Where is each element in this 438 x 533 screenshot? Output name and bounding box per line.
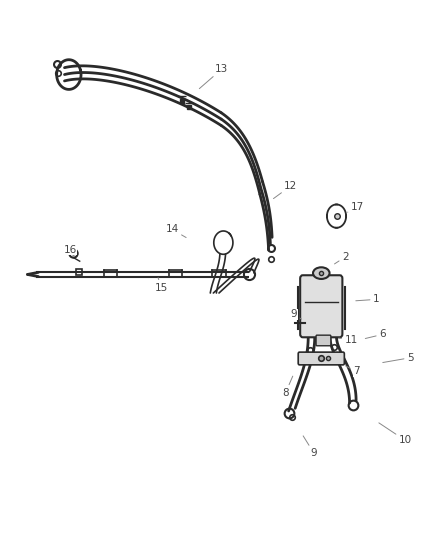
Text: 7: 7	[346, 366, 360, 376]
Text: 9: 9	[290, 309, 301, 319]
Text: 11: 11	[339, 335, 358, 345]
Text: 10: 10	[379, 423, 412, 446]
FancyBboxPatch shape	[316, 335, 331, 346]
Text: 2: 2	[335, 252, 349, 264]
FancyBboxPatch shape	[300, 275, 343, 337]
Text: 9: 9	[303, 436, 317, 458]
Ellipse shape	[313, 267, 329, 279]
Text: 8: 8	[282, 376, 293, 398]
Text: 5: 5	[383, 353, 414, 362]
Text: 14: 14	[166, 224, 186, 238]
Text: 15: 15	[155, 278, 168, 293]
Text: 6: 6	[365, 329, 386, 340]
FancyBboxPatch shape	[298, 352, 344, 365]
Text: 13: 13	[199, 64, 228, 88]
Text: 1: 1	[356, 294, 380, 304]
Text: 12: 12	[273, 181, 297, 199]
Text: 17: 17	[348, 202, 364, 212]
Text: 16: 16	[64, 245, 77, 255]
